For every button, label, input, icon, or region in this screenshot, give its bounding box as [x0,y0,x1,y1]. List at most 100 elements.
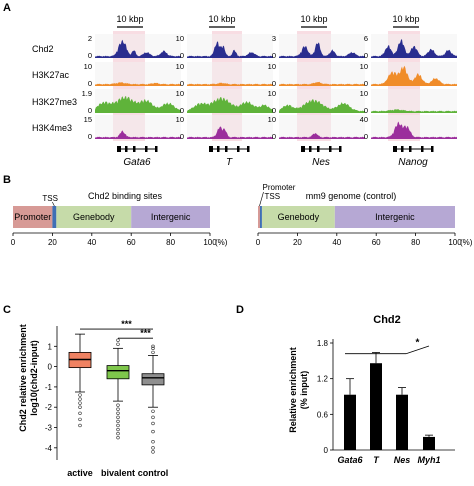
panel-c-ylabel-line1: Chd2 relative enrichment [18,324,28,432]
outlier-point [151,429,155,434]
track-label-h3k27ac: H3K27ac [32,70,70,80]
signal-track [371,65,457,86]
track-scale-min: 0 [88,132,92,141]
outlier-point [116,407,120,411]
outlier-point [116,419,120,424]
significance-label: * [416,337,420,348]
significance-label: *** [140,328,151,338]
outlier-point [151,409,155,413]
scale-bar-label: 10 kbp [116,14,143,24]
signal-track [371,39,457,58]
signal-track [187,82,273,86]
axis-tick-label: 80 [166,238,175,247]
track-scale-max: 10 [84,62,92,71]
annotation-tss-right: TSS [265,192,281,201]
category-label-control: control [138,468,169,478]
track-scale-max: 6 [364,34,368,43]
track-scale-min: 0 [88,106,92,115]
signal-track [187,126,273,139]
annotation-leader [259,191,264,207]
y-tick-label: 1.8 [317,339,329,348]
outlier-point [151,415,155,420]
gene-exon [217,146,220,152]
outlier-point [116,435,120,440]
panel-d-title: Chd2 [373,314,401,326]
axis-tick-label: 100 [448,238,462,247]
outlier-point [78,397,82,401]
track-background [371,115,457,139]
axis-tick-label: 40 [87,238,96,247]
gene-exon [393,146,397,152]
track-background [279,115,365,139]
outlier-point [116,431,120,436]
panel-d-ylabel-line2: (% input) [299,371,309,410]
panel-d-ylabel-line1: Relative enrichment [288,347,298,433]
gene-exon [237,146,240,152]
axis-tick-label: 20 [293,238,302,247]
track-scale-min: 0 [364,79,368,88]
segment-label-intergenic: Intergenic [375,212,415,222]
scale-bar-label: 10 kbp [300,14,327,24]
axis-tick-label: 0 [11,238,16,247]
outlier-point [116,423,120,428]
outlier-point [116,342,120,346]
track-scale-max: 10 [360,62,368,71]
axis-tick-label: 60 [372,238,381,247]
segment-genebody [56,206,132,228]
track-scale-max: 10 [176,89,184,98]
track-background [187,62,273,86]
gene-exon [117,146,121,152]
track-background [187,34,273,58]
signal-track [187,97,273,113]
segment-intergenic [334,206,455,228]
category-label-nes: Nes [394,455,411,465]
track-scale-max: 10 [268,115,276,124]
panel-c-ylabel-line2: log10(chd2-input) [29,340,39,416]
track-scale-max: 3 [272,34,276,43]
annotation-tss-left: TSS [42,194,58,203]
segment-label-promoter: Promoter [14,212,51,222]
segment-genebody [261,206,335,228]
panel-label-b: B [3,174,11,186]
gene-exon [401,146,404,152]
track-scale-max: 2 [88,34,92,43]
track-scale-max: 15 [84,115,92,124]
track-background [279,62,365,86]
panel-b-right-title: mm9 genome (control) [306,191,397,201]
outlier-point [151,440,155,444]
category-label-bivalent: bivalent [101,468,135,478]
annotation-leader [52,201,55,207]
signal-track [95,39,181,58]
signal-track [279,42,365,58]
y-tick-label: -1 [45,383,53,392]
signal-track [187,41,273,58]
track-label-chd2: Chd2 [32,44,54,54]
outlier-point [151,350,155,355]
bar-gata6 [344,394,356,450]
gene-exon [155,146,158,152]
box-control [141,373,165,386]
outlier-point [151,421,155,426]
y-tick-label: -3 [45,424,53,433]
track-background [371,89,457,113]
gene-exon [247,146,250,152]
y-tick-label: -2 [45,403,53,412]
track-scale-min: 0 [180,106,184,115]
track-scale-max: 10 [176,34,184,43]
track-scale-max: 10 [268,89,276,98]
axis-tick-label: 20 [48,238,57,247]
bar-nes [396,394,408,450]
category-label-active: active [67,468,93,478]
gene-exon [309,146,312,152]
panel-b-genomic-distribution: Chd2 binding sites mm9 genome (control) … [11,183,473,247]
track-scale-min: 0 [364,132,368,141]
outlier-point [116,403,120,407]
track-background [187,115,273,139]
gene-exon [317,146,320,152]
track-scale-min: 0 [272,51,276,60]
track-scale-min: 0 [88,51,92,60]
gene-exon [125,146,128,152]
signal-track [95,130,181,139]
category-label-myh1: Myh1 [417,455,440,465]
gene-exon [421,146,424,152]
